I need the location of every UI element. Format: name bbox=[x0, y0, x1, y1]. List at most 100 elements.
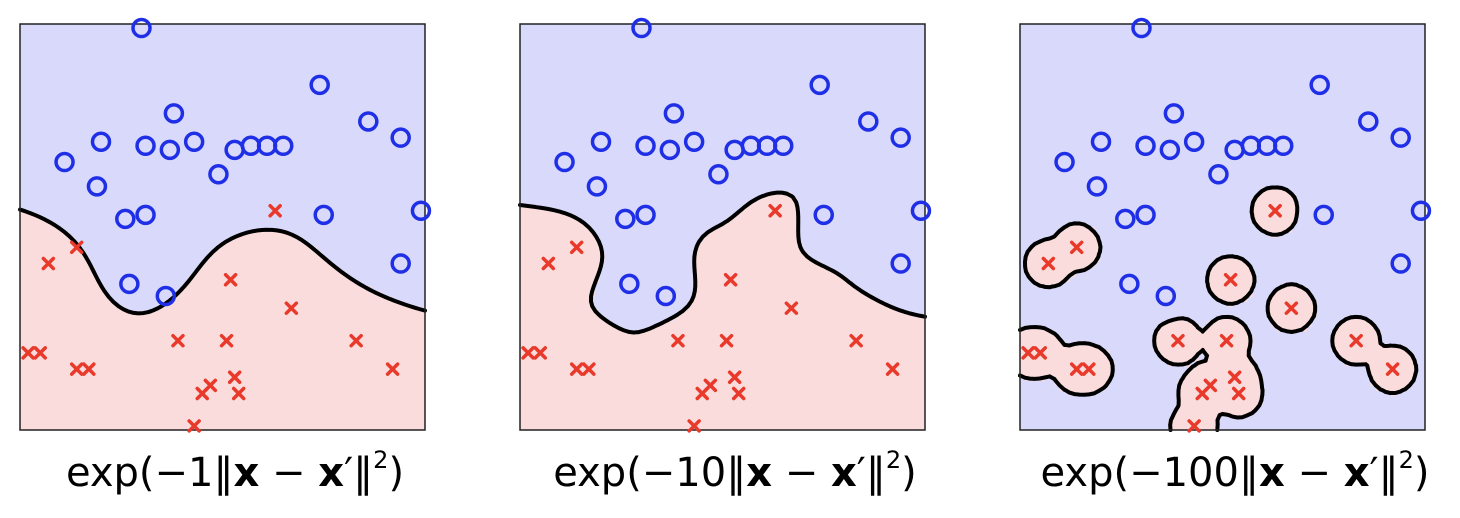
circle-point-22 bbox=[1155, 285, 1177, 307]
region-cross-class bbox=[20, 212, 426, 431]
circle-point-0 bbox=[631, 17, 652, 39]
circle-point-11 bbox=[273, 135, 294, 157]
circle-point-17 bbox=[135, 204, 156, 226]
circle-point-14 bbox=[1086, 176, 1108, 197]
cross-point-3 bbox=[723, 273, 738, 287]
caption-gamma-100: exp(−100‖x − x′‖2) bbox=[1025, 448, 1445, 510]
cross-point-10 bbox=[569, 362, 584, 376]
caption-x: x bbox=[1258, 450, 1285, 496]
caption-norm: ‖ bbox=[865, 450, 886, 496]
caption-x-prime: x bbox=[1343, 450, 1370, 496]
caption-prime: ′ bbox=[856, 450, 866, 496]
cross-point-6 bbox=[719, 333, 734, 348]
cross-point-11 bbox=[82, 362, 96, 376]
caption-pre: exp(−1‖ bbox=[65, 450, 234, 496]
circle-point-7 bbox=[683, 131, 705, 152]
caption-prime: ′ bbox=[1369, 450, 1379, 496]
caption-x-prime: x bbox=[830, 450, 857, 496]
cross-point-16 bbox=[731, 386, 746, 401]
circle-point-15 bbox=[1208, 163, 1229, 185]
cross-point-9 bbox=[1033, 346, 1047, 360]
cross-point-0 bbox=[768, 204, 782, 218]
cross-point-3 bbox=[223, 273, 238, 287]
circle-point-4 bbox=[90, 131, 112, 152]
plot-frame bbox=[1019, 23, 1426, 431]
circle-point-1 bbox=[309, 74, 330, 96]
cross-point-4 bbox=[784, 301, 799, 315]
circle-point-5 bbox=[635, 135, 656, 157]
cross-point-12 bbox=[885, 362, 900, 376]
cross-point-13 bbox=[227, 370, 242, 384]
caption-prime: ′ bbox=[344, 450, 354, 496]
cross-point-13 bbox=[1227, 370, 1242, 384]
cross-point-1 bbox=[1069, 240, 1084, 255]
cross-point-5 bbox=[1171, 333, 1185, 348]
circle-point-22 bbox=[655, 285, 677, 307]
decision-boundary bbox=[1018, 185, 1419, 432]
cross-point-8 bbox=[1021, 346, 1035, 360]
circle-point-17 bbox=[1135, 204, 1156, 226]
caption-exponent: 2 bbox=[885, 446, 902, 474]
caption-norm: ‖ bbox=[353, 450, 374, 496]
caption-norm: ‖ bbox=[1378, 450, 1399, 496]
circle-point-15 bbox=[208, 163, 229, 185]
circle-point-16 bbox=[115, 208, 136, 230]
circle-point-14 bbox=[86, 176, 108, 197]
cross-point-1 bbox=[69, 240, 84, 255]
circle-point-4 bbox=[590, 131, 612, 152]
circle-point-0 bbox=[131, 17, 152, 39]
cross-point-9 bbox=[533, 346, 547, 360]
circle-point-21 bbox=[119, 273, 140, 295]
circle-point-1 bbox=[809, 74, 830, 96]
panel-gamma-1: exp(−1‖x − x′‖2) bbox=[0, 0, 432, 518]
cross-point-16 bbox=[1231, 386, 1246, 401]
plot-gamma-100 bbox=[1018, 17, 1432, 433]
circle-point-19 bbox=[1410, 200, 1432, 222]
cross-point-1 bbox=[569, 240, 584, 255]
cross-point-12 bbox=[385, 362, 400, 376]
circle-point-1 bbox=[1309, 74, 1330, 96]
circle-point-3 bbox=[858, 111, 879, 132]
cross-point-5 bbox=[171, 333, 185, 348]
circle-point-19 bbox=[410, 200, 432, 222]
circle-point-3 bbox=[1358, 111, 1379, 132]
circle-point-20 bbox=[390, 253, 411, 274]
cross-point-17 bbox=[1187, 419, 1201, 433]
cross-point-10 bbox=[1069, 362, 1084, 376]
plot-gamma-10 bbox=[518, 17, 932, 433]
circle-point-6 bbox=[1159, 139, 1181, 161]
caption-gamma-10: exp(−10‖x − x′‖2) bbox=[525, 448, 945, 510]
cross-point-8 bbox=[521, 346, 535, 360]
circle-point-16 bbox=[615, 208, 636, 230]
caption-x-prime: x bbox=[318, 450, 345, 496]
cross-point-13 bbox=[727, 370, 742, 384]
circle-point-0 bbox=[1131, 17, 1152, 39]
cross-point-7 bbox=[1349, 333, 1363, 348]
circle-point-7 bbox=[183, 131, 205, 152]
caption-minus: − bbox=[1284, 450, 1344, 496]
circle-point-21 bbox=[619, 273, 640, 295]
caption-x: x bbox=[746, 450, 773, 496]
circle-point-16 bbox=[1115, 208, 1136, 230]
circle-point-12 bbox=[890, 127, 911, 148]
cross-point-0 bbox=[1268, 204, 1282, 218]
cross-point-12 bbox=[1385, 362, 1400, 376]
circle-point-18 bbox=[1313, 204, 1334, 226]
cross-point-15 bbox=[1195, 386, 1209, 401]
circle-point-17 bbox=[635, 204, 656, 226]
panel-gamma-100: exp(−100‖x − x′‖2) bbox=[1000, 0, 1432, 518]
circle-point-2 bbox=[663, 103, 685, 124]
cross-point-16 bbox=[231, 386, 246, 401]
plot-frame bbox=[19, 23, 426, 431]
circle-point-5 bbox=[1135, 135, 1156, 157]
cross-point-7 bbox=[849, 333, 863, 348]
caption-exponent: 2 bbox=[373, 446, 389, 474]
circle-point-18 bbox=[313, 204, 334, 226]
panel-gamma-10: exp(−10‖x − x′‖2) bbox=[500, 0, 932, 518]
cross-point-2 bbox=[1041, 256, 1056, 271]
cross-point-6 bbox=[1219, 333, 1234, 348]
caption-close: ) bbox=[1413, 450, 1430, 496]
circle-point-15 bbox=[708, 163, 729, 185]
cross-point-9 bbox=[33, 346, 47, 360]
